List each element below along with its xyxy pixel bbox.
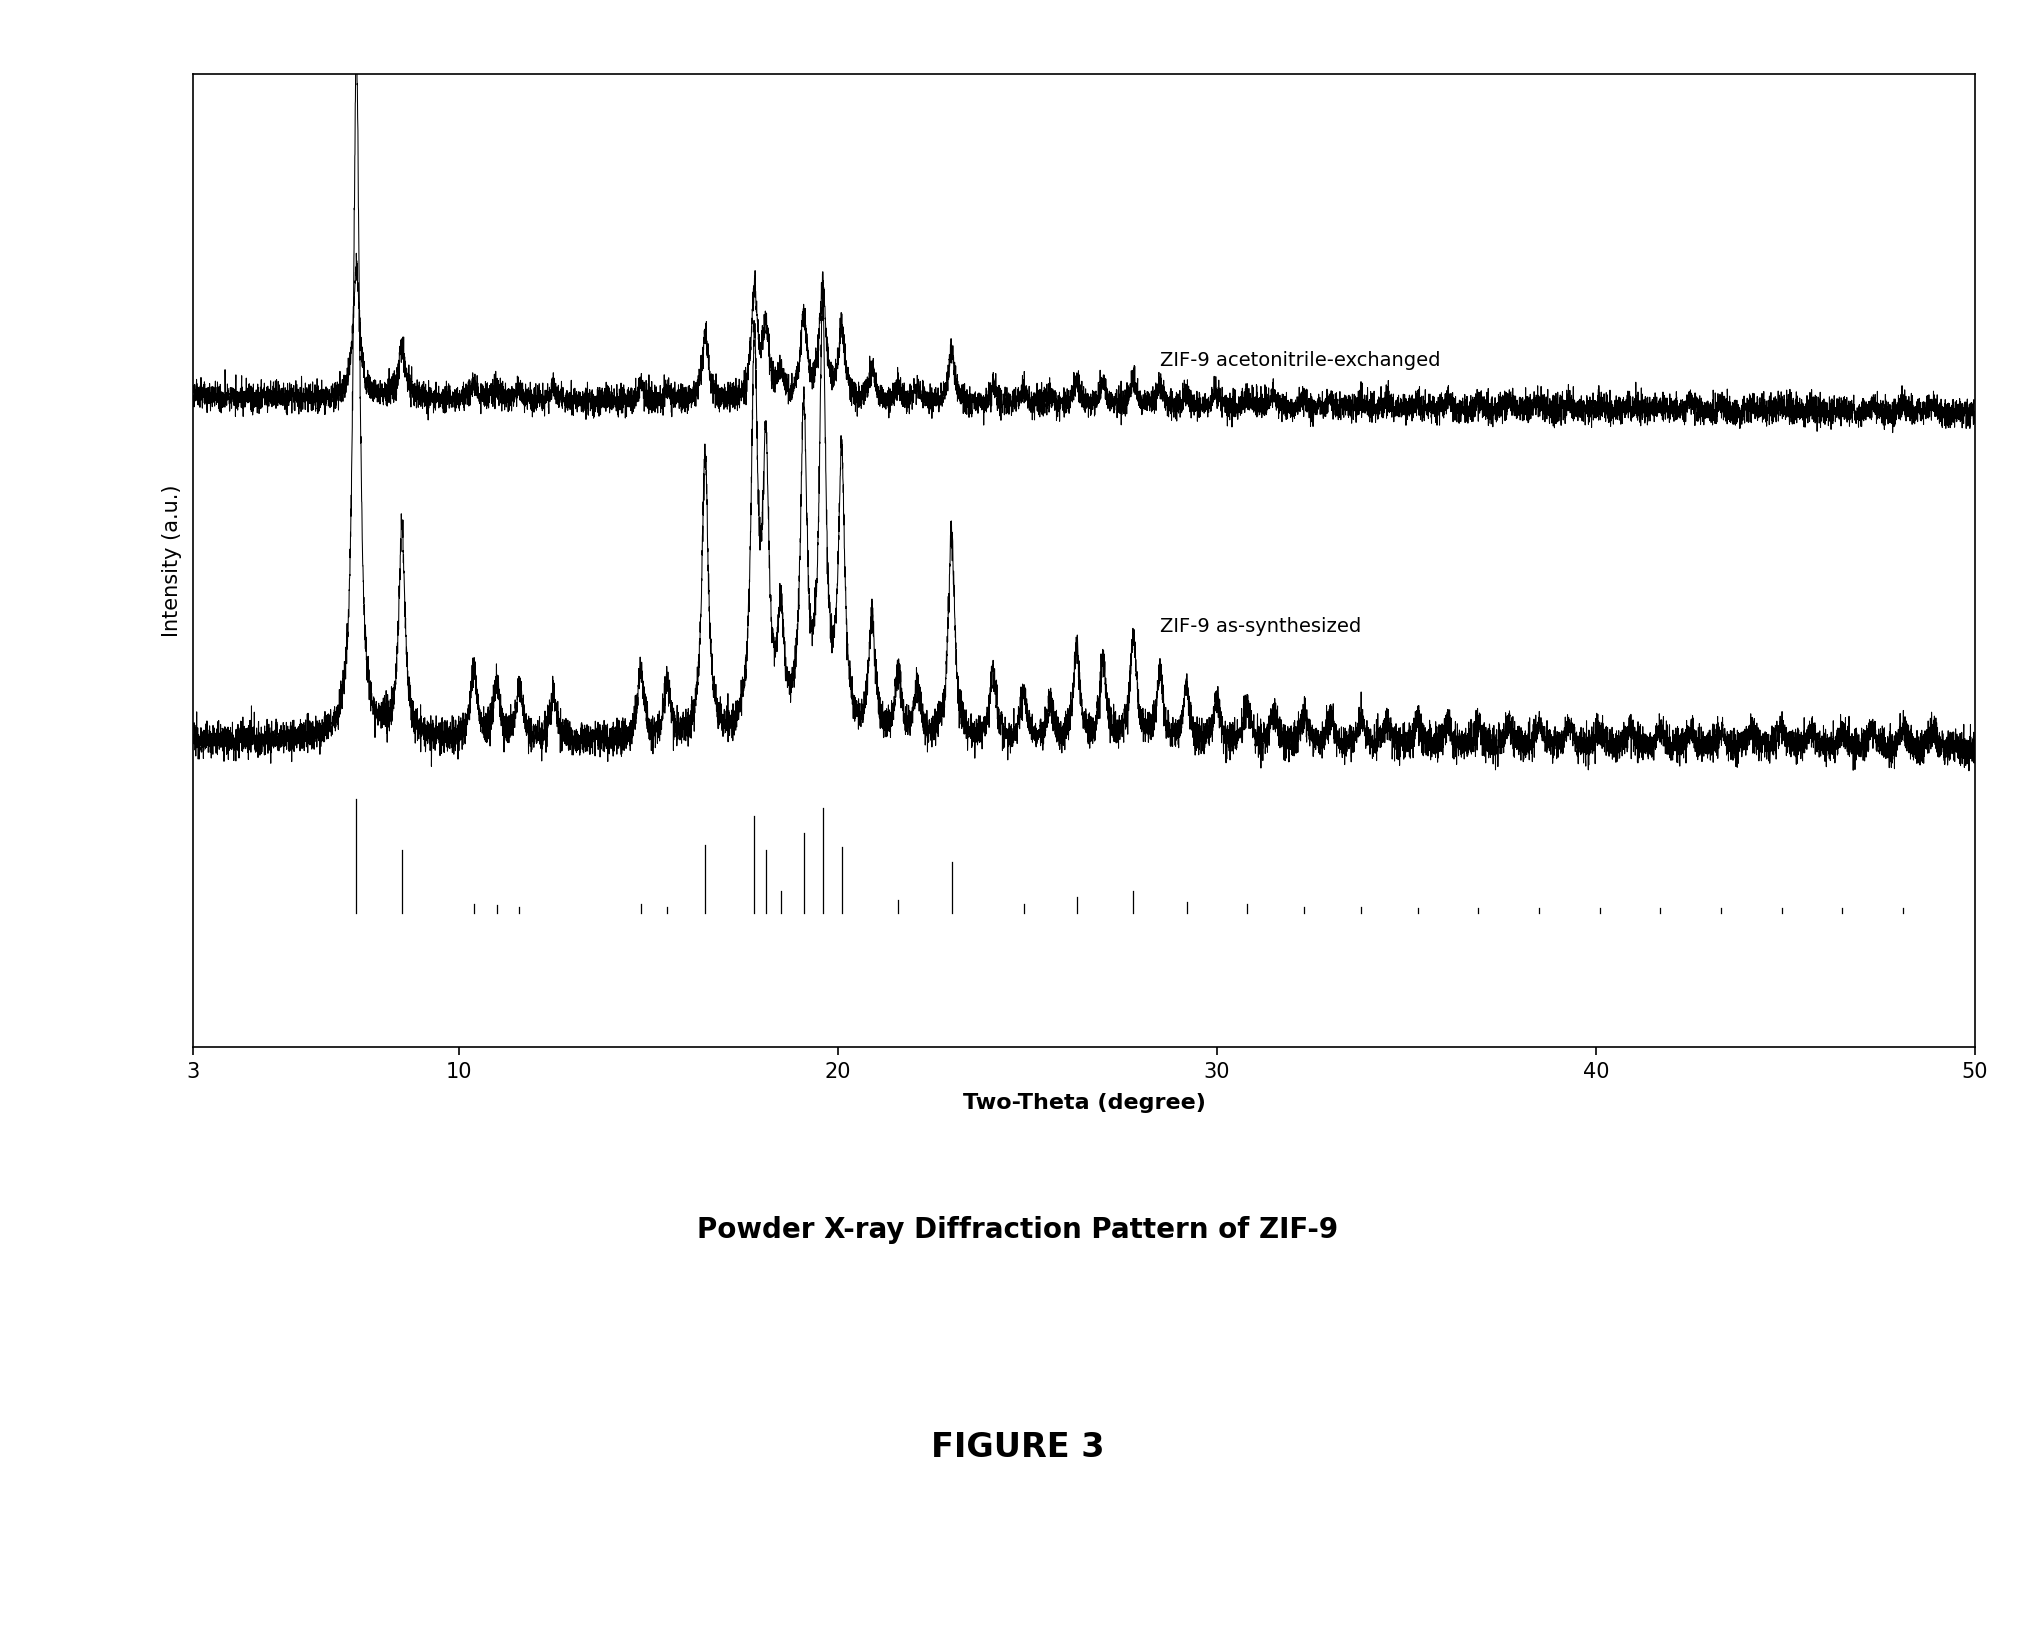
Text: ZIF-9 acetonitrile-exchanged: ZIF-9 acetonitrile-exchanged <box>1161 352 1441 370</box>
Y-axis label: Intensity (a.u.): Intensity (a.u.) <box>163 484 183 636</box>
Text: Powder X-ray Diffraction Pattern of ZIF-9: Powder X-ray Diffraction Pattern of ZIF-… <box>698 1216 1338 1245</box>
Text: FIGURE 3: FIGURE 3 <box>930 1432 1106 1464</box>
X-axis label: Two-Theta (degree): Two-Theta (degree) <box>963 1093 1205 1114</box>
Text: ZIF-9 as-synthesized: ZIF-9 as-synthesized <box>1161 617 1362 636</box>
